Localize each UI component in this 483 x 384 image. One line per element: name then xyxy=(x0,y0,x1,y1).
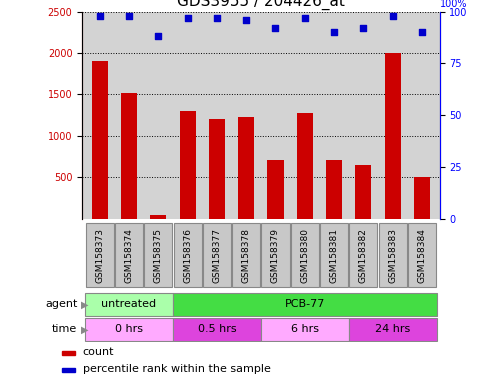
Bar xyxy=(62,351,75,355)
FancyBboxPatch shape xyxy=(261,223,289,288)
Text: GSM158378: GSM158378 xyxy=(242,228,251,283)
Text: GSM158376: GSM158376 xyxy=(183,228,192,283)
Point xyxy=(242,17,250,23)
FancyBboxPatch shape xyxy=(85,223,114,288)
Text: ▶: ▶ xyxy=(81,324,89,334)
FancyBboxPatch shape xyxy=(85,293,173,316)
Text: count: count xyxy=(83,347,114,357)
Text: 100%: 100% xyxy=(440,0,467,10)
Text: GSM158383: GSM158383 xyxy=(388,228,397,283)
Bar xyxy=(238,117,254,219)
FancyBboxPatch shape xyxy=(349,223,377,288)
FancyBboxPatch shape xyxy=(115,223,143,288)
Text: 0 hrs: 0 hrs xyxy=(115,324,143,334)
Text: GSM158379: GSM158379 xyxy=(271,228,280,283)
FancyBboxPatch shape xyxy=(379,223,407,288)
Text: untreated: untreated xyxy=(101,299,156,310)
Text: agent: agent xyxy=(45,299,77,310)
FancyBboxPatch shape xyxy=(349,318,437,341)
Text: GSM158374: GSM158374 xyxy=(125,228,133,283)
Point xyxy=(301,15,309,21)
Bar xyxy=(62,368,75,372)
Text: GSM158382: GSM158382 xyxy=(359,228,368,283)
FancyBboxPatch shape xyxy=(291,223,319,288)
Point xyxy=(155,33,162,40)
Text: GSM158375: GSM158375 xyxy=(154,228,163,283)
FancyBboxPatch shape xyxy=(232,223,260,288)
Text: GSM158373: GSM158373 xyxy=(95,228,104,283)
FancyBboxPatch shape xyxy=(144,223,172,288)
Text: PCB-77: PCB-77 xyxy=(284,299,325,310)
Point xyxy=(271,25,279,31)
Text: GSM158377: GSM158377 xyxy=(213,228,221,283)
FancyBboxPatch shape xyxy=(173,223,201,288)
Point xyxy=(213,15,221,21)
Bar xyxy=(326,160,342,219)
Bar xyxy=(150,215,166,219)
Text: ▶: ▶ xyxy=(81,299,89,310)
Text: 24 hrs: 24 hrs xyxy=(375,324,410,334)
Bar xyxy=(180,111,196,219)
FancyBboxPatch shape xyxy=(173,318,261,341)
Bar xyxy=(355,165,371,219)
FancyBboxPatch shape xyxy=(85,318,173,341)
Bar xyxy=(92,61,108,219)
Bar xyxy=(414,177,430,219)
Point xyxy=(184,15,191,21)
Bar xyxy=(297,113,313,219)
Point xyxy=(359,25,367,31)
Bar xyxy=(121,93,137,219)
FancyBboxPatch shape xyxy=(261,318,349,341)
FancyBboxPatch shape xyxy=(408,223,436,288)
Text: percentile rank within the sample: percentile rank within the sample xyxy=(83,364,270,374)
Text: time: time xyxy=(52,324,77,334)
FancyBboxPatch shape xyxy=(320,223,348,288)
Point xyxy=(125,13,133,19)
Text: 0.5 hrs: 0.5 hrs xyxy=(198,324,236,334)
Bar xyxy=(268,160,284,219)
Point xyxy=(418,29,426,35)
Point xyxy=(330,29,338,35)
Title: GDS3955 / 204426_at: GDS3955 / 204426_at xyxy=(177,0,345,10)
Text: GSM158384: GSM158384 xyxy=(417,228,426,283)
Point xyxy=(389,13,397,19)
Text: GSM158381: GSM158381 xyxy=(329,228,339,283)
Point xyxy=(96,13,103,19)
Bar xyxy=(384,53,401,219)
Bar xyxy=(209,119,225,219)
FancyBboxPatch shape xyxy=(203,223,231,288)
Text: GSM158380: GSM158380 xyxy=(300,228,309,283)
FancyBboxPatch shape xyxy=(173,293,437,316)
Text: 6 hrs: 6 hrs xyxy=(291,324,319,334)
